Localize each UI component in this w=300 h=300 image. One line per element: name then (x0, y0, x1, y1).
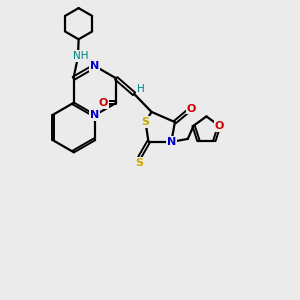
Text: O: O (186, 103, 196, 114)
Text: N: N (90, 110, 99, 120)
Text: O: O (99, 98, 108, 108)
Text: S: S (136, 158, 143, 168)
Text: N: N (167, 137, 176, 147)
Text: N: N (90, 61, 99, 71)
Text: S: S (142, 117, 149, 127)
Text: H: H (137, 83, 145, 94)
Text: O: O (214, 121, 224, 131)
Text: NH: NH (73, 51, 89, 61)
